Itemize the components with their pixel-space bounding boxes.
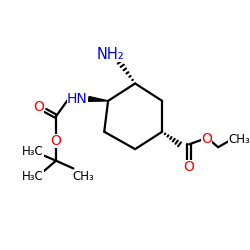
Text: H₃C: H₃C: [22, 170, 44, 183]
Text: O: O: [184, 160, 194, 173]
Text: CH₃: CH₃: [72, 170, 94, 183]
Text: O: O: [50, 134, 62, 148]
Text: O: O: [33, 100, 44, 114]
Text: HN: HN: [67, 92, 87, 106]
Text: CH₃: CH₃: [228, 133, 250, 146]
Text: O: O: [201, 132, 212, 146]
Text: H₃C: H₃C: [22, 144, 44, 158]
Polygon shape: [88, 96, 108, 101]
Text: NH₂: NH₂: [96, 47, 124, 62]
